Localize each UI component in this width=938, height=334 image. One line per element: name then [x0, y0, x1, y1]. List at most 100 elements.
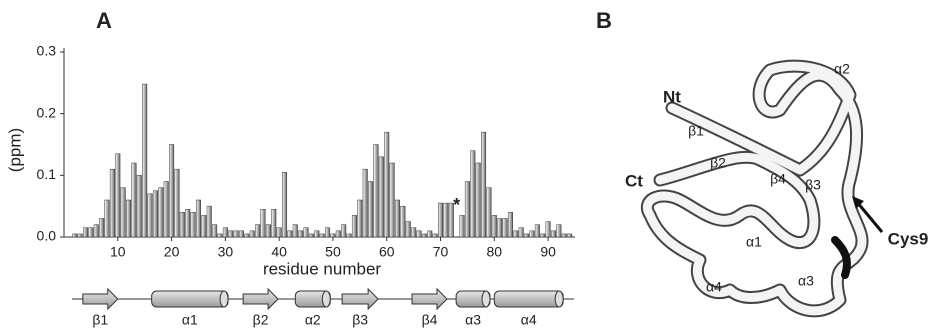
bar [266, 225, 271, 237]
bar [261, 209, 266, 237]
strand [243, 289, 278, 309]
structure-label: Cys9 [888, 229, 929, 248]
bar [212, 225, 217, 237]
bar [524, 234, 529, 237]
bar [298, 231, 303, 237]
figure: A (ppm) residue number B Nt Ct β1 β2 β3 … [0, 0, 938, 329]
structure-label: α4 [521, 312, 537, 328]
bar [132, 163, 137, 237]
bar [272, 209, 277, 237]
x-tick-label: 80 [487, 244, 503, 260]
bar [444, 203, 449, 237]
bar [497, 219, 502, 238]
bar [137, 175, 142, 237]
bar [363, 169, 368, 237]
helix-end [555, 291, 563, 307]
strand [342, 289, 378, 309]
bar [417, 231, 422, 237]
bar [325, 228, 330, 237]
bar [460, 215, 465, 237]
bar [465, 182, 470, 238]
bar [164, 182, 169, 238]
helix-end [322, 291, 330, 307]
helix-end [482, 291, 490, 307]
bar [374, 145, 379, 238]
bar [471, 151, 476, 237]
y-tick-label: 0.3 [37, 43, 57, 59]
structure-label: α4 [706, 279, 722, 295]
bar [438, 203, 443, 237]
bar [234, 231, 239, 237]
bar [331, 234, 336, 237]
helix [494, 291, 563, 307]
bar [309, 234, 314, 237]
strand [83, 289, 118, 309]
bar [481, 132, 486, 237]
y-tick-label: 0.0 [37, 228, 57, 244]
structure-label: α2 [305, 312, 321, 328]
bar [110, 169, 115, 237]
structure-label: β4 [422, 312, 438, 328]
bar [503, 219, 508, 238]
bar [169, 145, 174, 238]
bar [557, 225, 562, 237]
structure-label: α1 [746, 234, 762, 250]
structure-label: Nt [663, 87, 681, 106]
bar [530, 231, 535, 237]
structure-label: α2 [834, 61, 850, 77]
structure-label: β2 [710, 155, 726, 171]
structure-label: β3 [352, 312, 368, 328]
helix [152, 291, 228, 307]
bar [358, 200, 363, 237]
structure-label: β3 [805, 177, 821, 193]
x-tick-label: 60 [379, 244, 395, 260]
structure-label: β4 [770, 171, 786, 187]
strand [412, 289, 447, 309]
annotation: * [453, 195, 460, 215]
structure-panel: B Nt Ct β1 β2 β3 β4 α1 α2 α3 α4 Cys9 [596, 8, 928, 311]
ribbon [647, 66, 882, 311]
bar [207, 206, 212, 237]
bar [315, 231, 320, 237]
bar [546, 222, 551, 237]
bar [99, 219, 104, 238]
bar [282, 172, 287, 237]
structure-label: β2 [253, 312, 269, 328]
bar [567, 234, 572, 237]
bar [384, 132, 389, 237]
bar [94, 225, 99, 237]
structure-label: β1 [92, 312, 108, 328]
bar [72, 234, 77, 237]
bar [255, 225, 260, 237]
bar [336, 231, 341, 237]
bar [492, 215, 497, 237]
bar [508, 212, 513, 237]
bar [245, 234, 250, 237]
bar [352, 215, 357, 237]
y-axis-label: (ppm) [5, 128, 24, 172]
bar [487, 188, 492, 237]
bar [175, 169, 180, 237]
x-axis-label: residue number [263, 259, 381, 278]
bar [514, 231, 519, 237]
x-tick-label: 90 [540, 244, 556, 260]
bar [191, 212, 196, 237]
x-tick-label: 50 [325, 244, 341, 260]
x-tick-label: 30 [218, 244, 234, 260]
bar [320, 234, 325, 237]
bar [395, 200, 400, 237]
bar [148, 194, 153, 237]
bar [422, 234, 427, 237]
bar [433, 234, 438, 237]
bar [105, 200, 110, 237]
bar [196, 200, 201, 237]
bar [116, 154, 121, 237]
bar [428, 231, 433, 237]
x-tick-label: 40 [271, 244, 287, 260]
bar [180, 212, 185, 237]
bar [142, 84, 147, 237]
bar [347, 234, 352, 237]
x-tick-label: 20 [164, 244, 180, 260]
structure-label: α1 [182, 312, 198, 328]
x-tick-label: 70 [433, 244, 449, 260]
